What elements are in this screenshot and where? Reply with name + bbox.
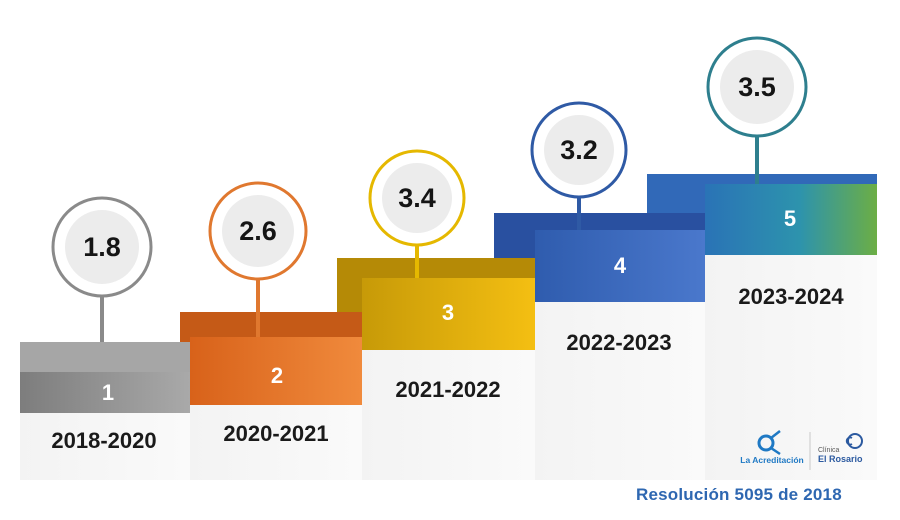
- acreditacion-mark-icon: [757, 430, 781, 456]
- step-5-number: 5: [784, 206, 796, 231]
- resolution-note: Resolución 5095 de 2018: [636, 485, 842, 504]
- step-3-score: 3.4: [398, 183, 436, 213]
- step-2-disc: [222, 195, 294, 267]
- step-4: [494, 101, 705, 480]
- step-5-disc: [720, 50, 794, 124]
- step-3-period: 2021-2022: [395, 377, 500, 402]
- step-4-number: 4: [614, 253, 627, 278]
- clinica-mark-icon: [845, 433, 863, 449]
- step-2: [180, 181, 362, 480]
- step-4-base: [535, 302, 705, 480]
- step-3-disc: [382, 163, 452, 233]
- step-1: [20, 196, 190, 480]
- step-2-number: 2: [271, 363, 283, 388]
- clinica-logo: Clínica El Rosario: [818, 433, 863, 464]
- acreditacion-name: La Acreditación: [740, 455, 803, 465]
- step-2-base: [190, 405, 362, 480]
- step-4-side: [494, 213, 705, 302]
- step-3-number: 3: [442, 300, 454, 325]
- step-3-base: [362, 350, 535, 480]
- acreditacion-logo: La Acreditación: [740, 430, 804, 465]
- step-4-score: 3.2: [560, 135, 598, 165]
- step-2-side: [180, 312, 362, 405]
- step-3-band: [362, 278, 535, 350]
- step-1-period: 2018-2020: [51, 428, 156, 453]
- step-5-score: 3.5: [738, 72, 776, 102]
- step-1-disc: [65, 210, 139, 284]
- step-1-number: 1: [102, 380, 114, 405]
- clinica-name: El Rosario: [818, 454, 863, 464]
- step-1-base: [20, 413, 190, 480]
- step-5: [647, 36, 877, 480]
- clinica-label: Clínica: [818, 447, 840, 454]
- step-4-period: 2022-2023: [566, 330, 671, 355]
- step-5-period: 2023-2024: [738, 284, 844, 309]
- step-2-period: 2020-2021: [223, 421, 328, 446]
- step-2-score: 2.6: [239, 216, 277, 246]
- step-5-band: [705, 184, 877, 255]
- step-1-top: [20, 342, 190, 372]
- step-1-band: [20, 372, 190, 413]
- step-3: [337, 149, 535, 480]
- step-4-band: [535, 230, 705, 302]
- step-4-disc: [544, 115, 614, 185]
- step-1-score: 1.8: [83, 232, 121, 262]
- step-2-band: [190, 337, 362, 405]
